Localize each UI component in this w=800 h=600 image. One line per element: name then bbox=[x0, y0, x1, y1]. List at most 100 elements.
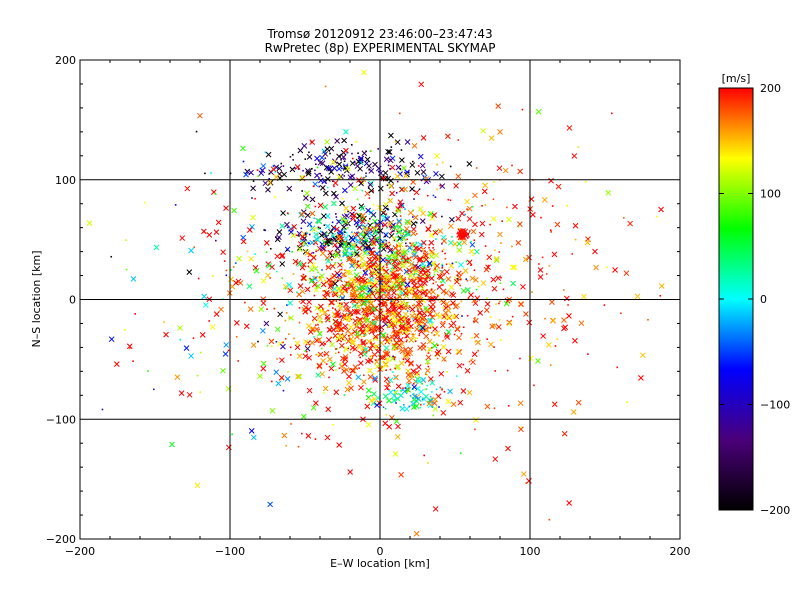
data-point bbox=[491, 285, 498, 292]
data-point bbox=[362, 233, 365, 236]
data-point bbox=[355, 244, 358, 246]
data-point bbox=[363, 226, 366, 228]
data-point bbox=[567, 304, 569, 306]
data-point bbox=[350, 244, 357, 251]
data-point bbox=[429, 395, 432, 398]
data-point bbox=[370, 211, 377, 218]
data-point bbox=[314, 205, 317, 208]
data-point bbox=[336, 153, 342, 160]
data-point bbox=[404, 208, 406, 210]
data-point bbox=[404, 242, 407, 245]
data-point bbox=[387, 157, 394, 164]
data-point bbox=[247, 306, 254, 312]
data-point bbox=[296, 353, 303, 360]
data-point bbox=[351, 231, 353, 234]
data-point bbox=[273, 307, 276, 310]
data-point bbox=[416, 378, 422, 384]
data-point bbox=[420, 324, 426, 331]
data-point bbox=[394, 367, 396, 370]
data-point bbox=[435, 344, 438, 346]
data-point bbox=[444, 320, 446, 323]
data-point bbox=[421, 280, 428, 287]
data-point bbox=[454, 278, 460, 285]
data-point bbox=[340, 259, 342, 262]
data-point bbox=[309, 196, 316, 203]
data-point bbox=[304, 190, 310, 197]
data-point bbox=[285, 444, 288, 447]
y-tick-label: 200 bbox=[55, 54, 76, 67]
data-point bbox=[335, 274, 338, 276]
data-point bbox=[410, 368, 417, 375]
data-point bbox=[502, 167, 509, 174]
data-point bbox=[472, 221, 478, 228]
data-point bbox=[297, 283, 304, 289]
data-point bbox=[518, 426, 524, 433]
data-point bbox=[375, 359, 377, 361]
data-point bbox=[367, 286, 374, 293]
data-point bbox=[282, 165, 285, 167]
data-point bbox=[377, 243, 384, 250]
data-point bbox=[380, 332, 387, 338]
data-point bbox=[333, 193, 339, 200]
data-point bbox=[380, 209, 382, 212]
data-point bbox=[316, 312, 319, 315]
data-point bbox=[302, 195, 309, 201]
data-point bbox=[413, 403, 420, 410]
data-point bbox=[570, 409, 577, 415]
data-point bbox=[403, 308, 406, 310]
data-point bbox=[336, 161, 343, 168]
data-point bbox=[461, 315, 463, 317]
data-point bbox=[358, 344, 360, 346]
data-point bbox=[404, 139, 411, 145]
data-point bbox=[550, 317, 557, 324]
data-point bbox=[393, 278, 400, 285]
data-point bbox=[566, 500, 573, 506]
data-point bbox=[333, 389, 340, 396]
data-point bbox=[108, 336, 115, 343]
data-point bbox=[433, 334, 435, 336]
data-point bbox=[387, 220, 394, 227]
data-point bbox=[395, 229, 402, 235]
data-point bbox=[406, 289, 412, 295]
data-point bbox=[317, 323, 319, 326]
data-point bbox=[420, 341, 427, 348]
data-point bbox=[385, 258, 392, 265]
data-point bbox=[327, 249, 334, 256]
data-point bbox=[526, 319, 533, 326]
data-point bbox=[333, 250, 340, 257]
data-point bbox=[153, 388, 155, 391]
data-point bbox=[382, 222, 388, 228]
data-point bbox=[305, 350, 308, 353]
data-point bbox=[323, 190, 329, 197]
data-point bbox=[429, 379, 436, 386]
data-point bbox=[322, 290, 325, 292]
data-point bbox=[449, 216, 455, 223]
data-point bbox=[412, 311, 415, 313]
data-point bbox=[372, 161, 378, 168]
data-point bbox=[312, 321, 314, 323]
data-point bbox=[418, 275, 420, 277]
data-point bbox=[408, 382, 410, 385]
data-point bbox=[344, 211, 347, 213]
data-point bbox=[222, 351, 229, 357]
data-point bbox=[348, 320, 350, 322]
data-point bbox=[384, 263, 387, 266]
data-point bbox=[475, 167, 478, 169]
data-point bbox=[370, 225, 373, 228]
data-point bbox=[338, 299, 341, 302]
data-point bbox=[356, 285, 362, 292]
data-point bbox=[284, 319, 287, 322]
data-point bbox=[204, 172, 206, 175]
data-point bbox=[373, 331, 375, 333]
data-point bbox=[306, 299, 313, 305]
data-point bbox=[327, 283, 334, 290]
data-point bbox=[522, 256, 529, 263]
data-point bbox=[412, 318, 414, 320]
data-point bbox=[426, 384, 429, 387]
data-point bbox=[412, 388, 414, 390]
data-point bbox=[551, 401, 558, 408]
data-point bbox=[492, 456, 499, 462]
data-point bbox=[385, 290, 387, 292]
data-point bbox=[658, 283, 665, 289]
data-point bbox=[124, 328, 126, 331]
